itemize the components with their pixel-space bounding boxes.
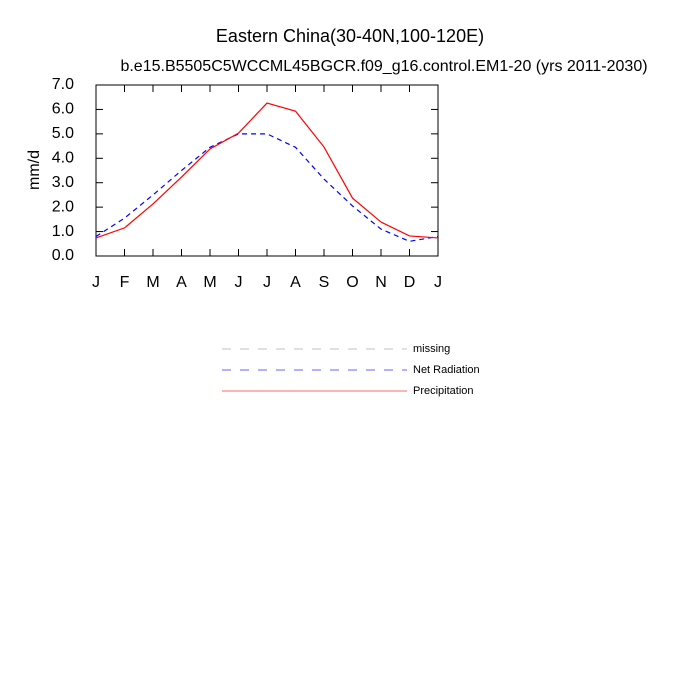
chart-subtitle: b.e15.B5505C5WCCML45BGCR.f09_g16.control… bbox=[120, 58, 647, 75]
y-tick-label: 7.0 bbox=[52, 76, 74, 93]
legend-label: Net Radiation bbox=[413, 364, 480, 376]
x-tick-label: D bbox=[404, 274, 416, 291]
y-tick-label: 4.0 bbox=[52, 150, 74, 167]
y-tick-label: 5.0 bbox=[52, 125, 74, 142]
x-tick-label: M bbox=[146, 274, 159, 291]
y-tick-label: 2.0 bbox=[52, 198, 74, 215]
series-line bbox=[95, 102, 439, 239]
x-tick-label: J bbox=[235, 274, 243, 291]
x-tick-label: S bbox=[319, 274, 330, 291]
x-tick-label: O bbox=[346, 274, 358, 291]
x-tick-label: M bbox=[203, 274, 216, 291]
legend-label: missing bbox=[413, 343, 450, 355]
x-tick-label: A bbox=[290, 274, 301, 291]
y-tick-label: 6.0 bbox=[52, 101, 74, 118]
legend-label: Precipitation bbox=[413, 385, 474, 397]
chart-title: Eastern China(30-40N,100-120E) bbox=[216, 26, 484, 46]
x-tick-label: A bbox=[176, 274, 187, 291]
y-axis-label: mm/d bbox=[26, 150, 43, 190]
x-tick-label: J bbox=[92, 274, 100, 291]
x-tick-label: F bbox=[120, 274, 130, 291]
x-tick-label: J bbox=[263, 274, 271, 291]
y-tick-label: 3.0 bbox=[52, 174, 74, 191]
x-tick-label: J bbox=[434, 274, 442, 291]
y-tick-label: 0.0 bbox=[52, 247, 74, 264]
x-tick-label: N bbox=[375, 274, 387, 291]
y-tick-label: 1.0 bbox=[52, 223, 74, 240]
series-line bbox=[95, 133, 439, 242]
